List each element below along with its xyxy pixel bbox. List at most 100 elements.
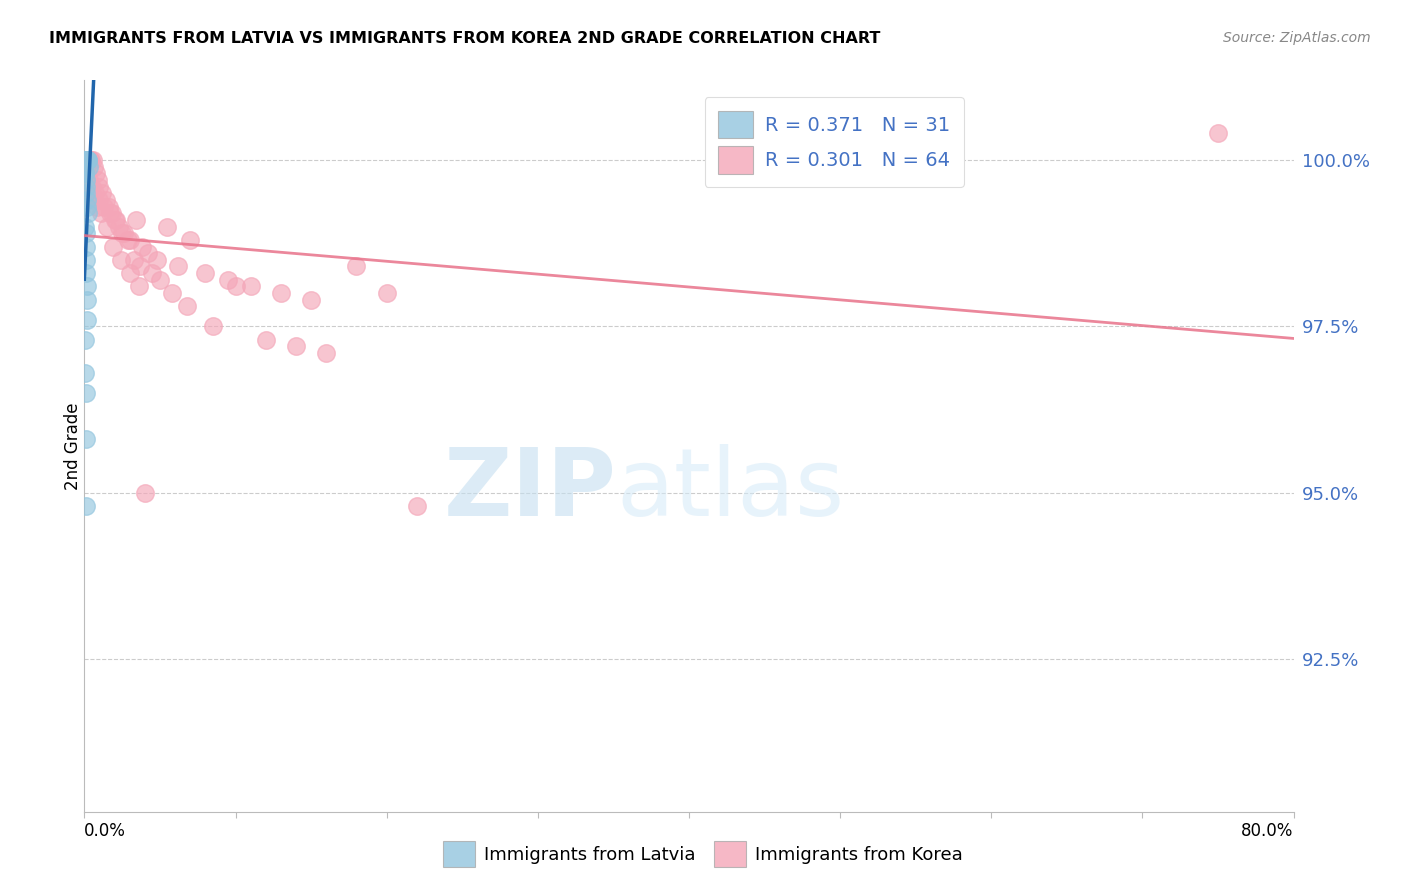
Point [110, 252, 132, 267]
Point [98, 206, 121, 220]
Point [75, 366, 97, 380]
Point [75, 385, 97, 400]
Point [75, 239, 97, 253]
Point [79, 153, 101, 167]
Point [104, 213, 127, 227]
Point [96, 219, 118, 234]
Point [160, 286, 183, 301]
Point [75, 153, 97, 167]
Point [75, 186, 97, 201]
Point [108, 219, 131, 234]
Point [105, 213, 128, 227]
Point [91, 186, 114, 201]
Point [194, 266, 217, 280]
Point [75, 266, 97, 280]
Point [146, 252, 169, 267]
Point [89, 193, 111, 207]
Point [76, 153, 98, 167]
Point [225, 279, 247, 293]
Point [80, 153, 103, 167]
Point [270, 286, 292, 301]
Text: ZIP: ZIP [443, 444, 616, 536]
Point [76, 153, 98, 167]
Point [94, 193, 117, 207]
Point [1206, 127, 1229, 141]
Point [75, 153, 97, 167]
Point [90, 206, 112, 220]
Point [117, 233, 139, 247]
Point [101, 239, 124, 253]
Point [122, 252, 145, 267]
Point [285, 339, 308, 353]
Point [156, 219, 179, 234]
Point [118, 266, 141, 280]
Point [76, 193, 98, 207]
Point [217, 273, 239, 287]
Point [76, 153, 98, 167]
Point [75, 166, 97, 180]
Point [125, 213, 148, 227]
Point [76, 153, 98, 167]
Point [76, 166, 98, 180]
Point [75, 252, 97, 267]
Point [201, 319, 224, 334]
Y-axis label: 2nd Grade: 2nd Grade [63, 402, 82, 490]
Point [86, 200, 108, 214]
Point [77, 173, 100, 187]
Point [75, 153, 97, 167]
Point [75, 219, 97, 234]
Point [134, 485, 156, 500]
Point [76, 206, 98, 220]
Point [84, 186, 107, 201]
Point [131, 239, 153, 253]
Point [97, 200, 120, 214]
Point [76, 312, 98, 326]
Point [75, 499, 97, 513]
Point [149, 273, 172, 287]
Point [87, 173, 110, 187]
Point [82, 153, 104, 167]
Point [76, 293, 98, 307]
Point [111, 226, 134, 240]
Point [136, 246, 159, 260]
Point [179, 233, 201, 247]
Point [89, 179, 111, 194]
Point [79, 179, 101, 194]
Point [100, 206, 122, 220]
Point [112, 226, 135, 240]
Point [73, 333, 96, 347]
Point [83, 160, 105, 174]
Point [77, 160, 100, 174]
Point [93, 200, 115, 214]
Point [76, 279, 98, 293]
Point [176, 299, 198, 313]
Point [167, 260, 190, 274]
Point [76, 226, 98, 240]
Point [77, 153, 100, 167]
Point [141, 266, 163, 280]
Point [77, 153, 100, 167]
Point [406, 499, 429, 513]
Text: Source: ZipAtlas.com: Source: ZipAtlas.com [1223, 31, 1371, 45]
Point [75, 433, 97, 447]
Point [82, 193, 104, 207]
Point [75, 153, 97, 167]
Point [315, 346, 337, 360]
Point [118, 233, 141, 247]
Point [129, 260, 152, 274]
Point [346, 260, 368, 274]
Text: 0.0%: 0.0% [84, 822, 127, 839]
Point [128, 279, 150, 293]
Point [76, 200, 98, 214]
Legend: R = 0.371   N = 31, R = 0.301   N = 64: R = 0.371 N = 31, R = 0.301 N = 64 [704, 97, 963, 187]
Point [86, 166, 108, 180]
Text: 80.0%: 80.0% [1241, 822, 1294, 839]
Point [299, 293, 322, 307]
Point [75, 179, 97, 194]
Point [375, 286, 398, 301]
Point [75, 166, 97, 180]
Point [239, 279, 262, 293]
Legend: Immigrants from Latvia, Immigrants from Korea: Immigrants from Latvia, Immigrants from … [436, 834, 970, 874]
Point [80, 179, 103, 194]
Point [75, 173, 97, 187]
